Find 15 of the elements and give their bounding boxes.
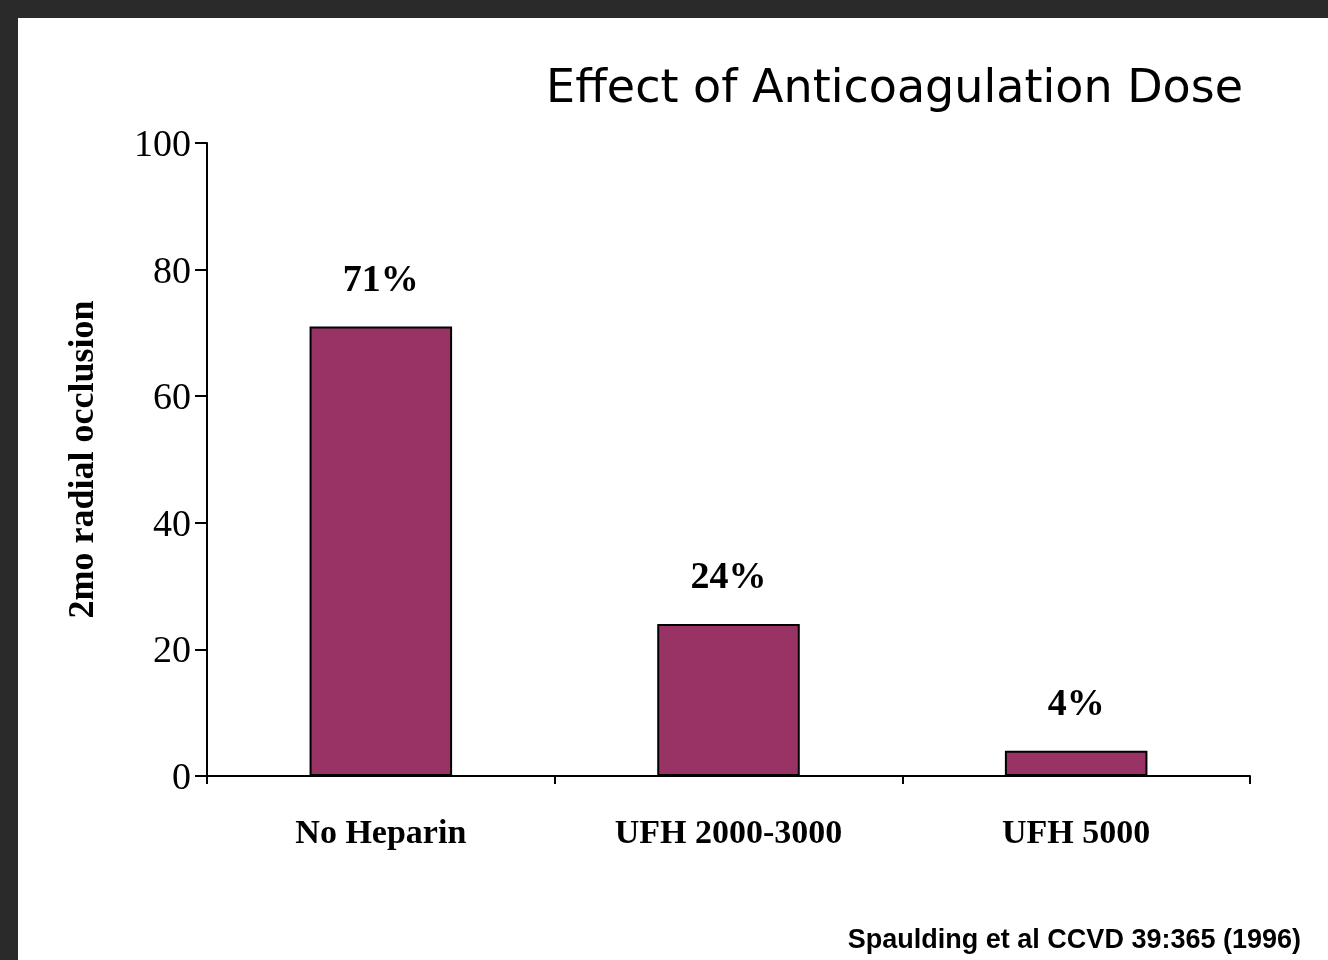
y-tick-label: 80 xyxy=(153,248,191,291)
text: Spaulding et al CCVD 39:365 (1996) xyxy=(847,923,1302,954)
data-label: 71% xyxy=(342,256,419,299)
y-tick-label: 20 xyxy=(153,628,191,671)
x-tick-label: UFH 5000 xyxy=(1002,812,1151,850)
x-tick-label: UFH 2000-3000 xyxy=(614,812,843,850)
y-tick-label: 0 xyxy=(172,755,191,797)
chart-title: Effect of Anticoagulation Dose xyxy=(546,59,1243,113)
x-tick-label: No Heparin xyxy=(295,812,467,850)
y-axis-title: 2mo radial occlusion xyxy=(61,300,101,619)
data-label: 4% xyxy=(1047,680,1105,723)
y-tick-label: 40 xyxy=(153,501,191,544)
data-label: 24% xyxy=(690,554,767,597)
y-tick-label: 100 xyxy=(134,122,191,164)
y-tick-label: 60 xyxy=(153,375,191,418)
